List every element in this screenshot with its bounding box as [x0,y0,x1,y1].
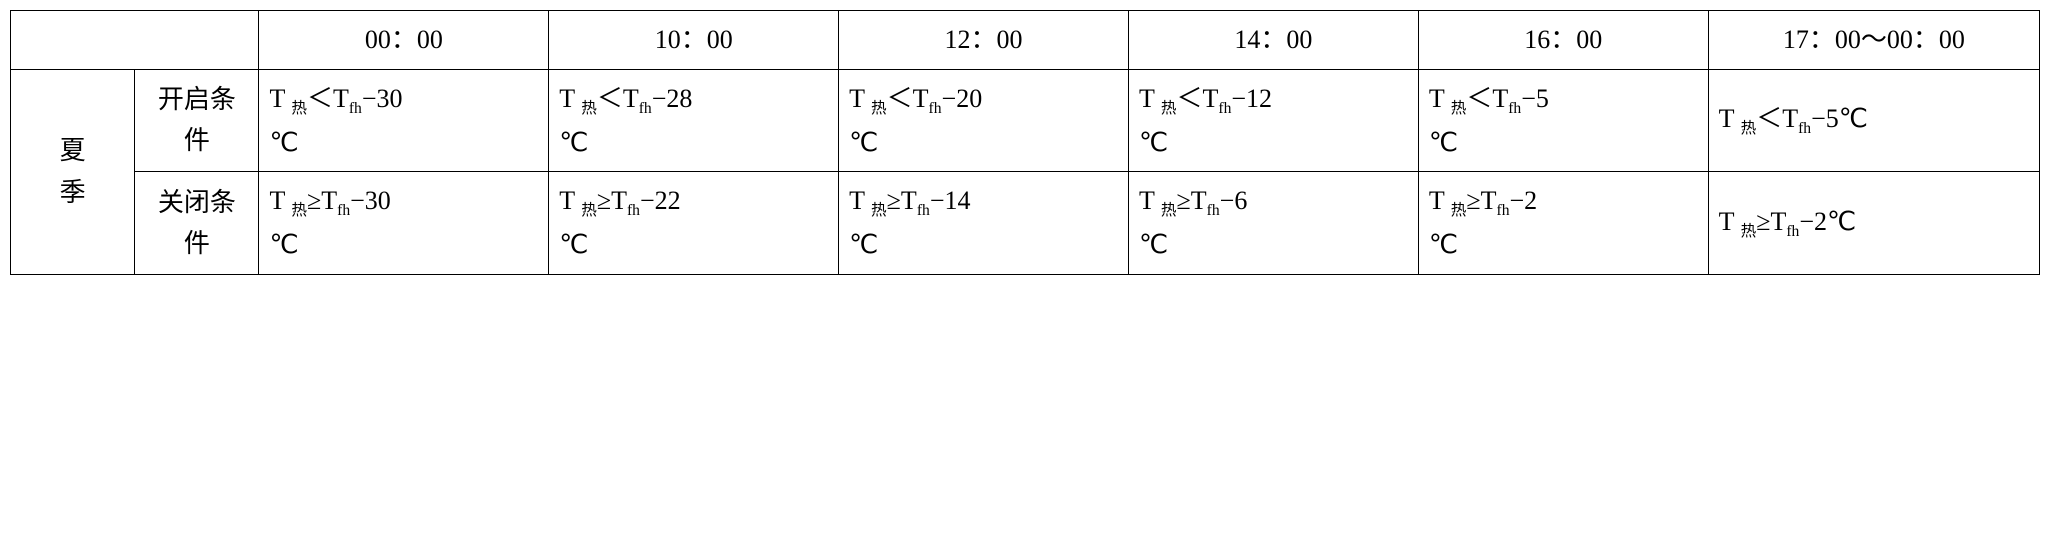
open-cell-5: T 热＜Tfh−5℃ [1708,69,2039,172]
close-condition-label: 关闭条件 [135,172,259,275]
empty-header-cell [11,11,259,70]
open-cell-2: T 热＜Tfh−20℃ [839,69,1129,172]
close-cell-0: T 热≥Tfh−30℃ [259,172,549,275]
time-header-1: 10：00 [549,11,839,70]
open-cell-4: T 热＜Tfh−5℃ [1418,69,1708,172]
conditions-table: 00：00 10：00 12：00 14：00 16：00 17：00～00：0… [10,10,2040,275]
close-cell-2: T 热≥Tfh−14℃ [839,172,1129,275]
time-header-3: 14：00 [1128,11,1418,70]
time-header-0: 00：00 [259,11,549,70]
season-label: 夏季 [60,136,86,207]
close-cell-4: T 热≥Tfh−2℃ [1418,172,1708,275]
header-row: 00：00 10：00 12：00 14：00 16：00 17：00～00：0… [11,11,2040,70]
open-cell-1: T 热＜Tfh−28℃ [549,69,839,172]
open-condition-row: 夏季 开启条件 T 热＜Tfh−30℃ T 热＜Tfh−28℃ T 热＜Tfh−… [11,69,2040,172]
close-cell-1: T 热≥Tfh−22℃ [549,172,839,275]
close-cell-3: T 热≥Tfh−6℃ [1128,172,1418,275]
open-cell-0: T 热＜Tfh−30℃ [259,69,549,172]
time-header-4: 16：00 [1418,11,1708,70]
close-label-text: 关闭条件 [158,188,236,259]
season-cell: 夏季 [11,69,135,274]
open-cell-3: T 热＜Tfh−12℃ [1128,69,1418,172]
close-condition-row: 关闭条件 T 热≥Tfh−30℃ T 热≥Tfh−22℃ T 热≥Tfh−14℃… [11,172,2040,275]
open-condition-label: 开启条件 [135,69,259,172]
time-header-2: 12：00 [839,11,1129,70]
time-header-5: 17：00～00：00 [1708,11,2039,70]
open-label-text: 开启条件 [158,85,236,156]
close-cell-5: T 热≥Tfh−2℃ [1708,172,2039,275]
